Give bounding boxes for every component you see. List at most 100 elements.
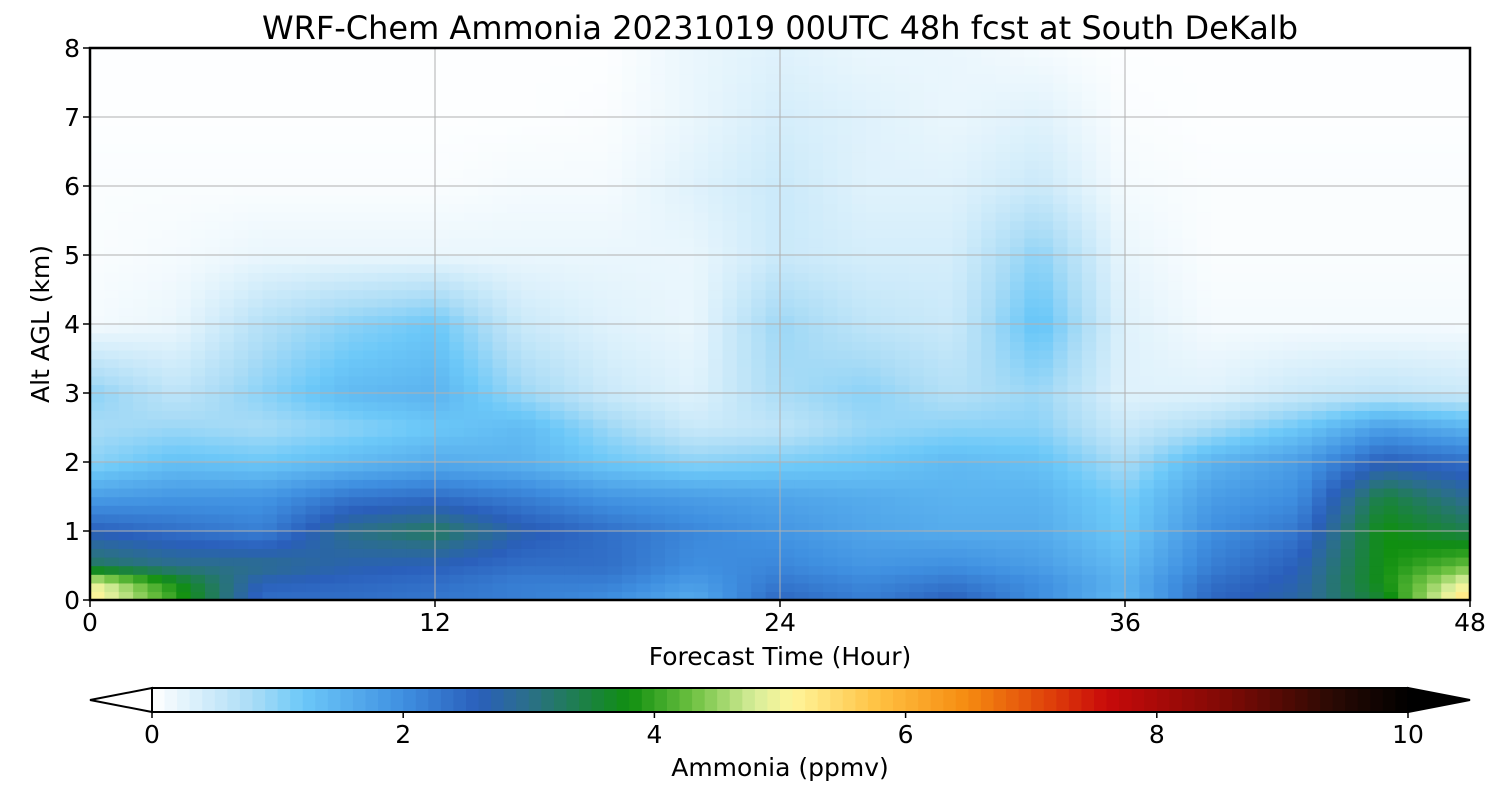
field-cell — [909, 427, 925, 437]
field-cell — [708, 220, 724, 230]
field-cell — [190, 556, 206, 567]
field-cell — [377, 375, 393, 386]
field-cell — [363, 384, 379, 394]
field-cell — [506, 211, 522, 222]
field-cell — [722, 496, 738, 506]
field-cell — [1110, 358, 1126, 368]
field-cell — [780, 393, 796, 403]
field-cell — [147, 194, 163, 204]
field-cell — [233, 332, 249, 342]
field-cell — [1139, 410, 1155, 420]
field-cell — [722, 375, 738, 386]
field-cell — [492, 591, 508, 600]
field-cell — [248, 168, 264, 179]
field-cell — [1110, 453, 1126, 463]
field-cell — [1024, 384, 1040, 394]
field-cell — [1398, 324, 1414, 334]
field-cell — [104, 462, 120, 472]
field-cell — [880, 418, 896, 429]
field-cell — [118, 367, 134, 377]
field-cell — [780, 186, 796, 196]
field-cell — [463, 186, 479, 196]
field-cell — [1412, 289, 1428, 299]
field-cell — [1340, 306, 1356, 317]
field-cell — [1398, 582, 1414, 593]
field-cell — [780, 315, 796, 325]
field-cell — [636, 332, 652, 342]
field-cell — [1139, 479, 1155, 489]
field-cell — [995, 513, 1011, 524]
field-cell — [1383, 263, 1399, 273]
field-cell — [248, 375, 264, 386]
field-cell — [1024, 151, 1040, 161]
field-cell — [823, 548, 839, 558]
field-cell — [334, 168, 350, 179]
field-cell — [1182, 470, 1198, 480]
field-cell — [161, 462, 177, 472]
field-cell — [391, 160, 407, 170]
field-cell — [377, 427, 393, 437]
field-cell — [190, 151, 206, 161]
field-cell — [1168, 393, 1184, 403]
field-cell — [1383, 341, 1399, 351]
field-cell — [751, 427, 767, 437]
field-cell — [751, 556, 767, 567]
field-cell — [449, 505, 465, 515]
field-cell — [1081, 401, 1097, 411]
field-cell — [851, 160, 867, 170]
field-cell — [1326, 168, 1342, 179]
field-cell — [550, 341, 566, 351]
field-cell — [161, 384, 177, 394]
field-cell — [693, 358, 709, 368]
field-cell — [248, 427, 264, 437]
field-cell — [1383, 539, 1399, 549]
field-cell — [1283, 315, 1299, 325]
field-cell — [391, 393, 407, 403]
field-cell — [262, 341, 278, 351]
field-cell — [118, 513, 134, 524]
field-cell — [133, 349, 149, 360]
field-cell — [435, 332, 451, 342]
field-cell — [923, 487, 939, 498]
field-cell — [895, 237, 911, 248]
field-cell — [851, 237, 867, 248]
field-cell — [765, 582, 781, 593]
field-cell — [736, 505, 752, 515]
field-cell — [607, 539, 623, 549]
field-cell — [320, 539, 336, 549]
field-cell — [995, 358, 1011, 368]
field-cell — [765, 591, 781, 600]
field-cell — [1383, 289, 1399, 299]
field-cell — [1110, 375, 1126, 386]
field-cell — [966, 393, 982, 403]
field-cell — [995, 548, 1011, 558]
field-cell — [1326, 513, 1342, 524]
field-cell — [794, 280, 810, 291]
field-cell — [751, 479, 767, 489]
field-cell — [550, 168, 566, 179]
field-cell — [823, 186, 839, 196]
field-cell — [866, 565, 882, 575]
field-cell — [535, 280, 551, 291]
field-cell — [780, 168, 796, 179]
field-cell — [1441, 496, 1457, 506]
field-cell — [463, 496, 479, 506]
field-cell — [1355, 229, 1371, 239]
field-cell — [837, 444, 853, 455]
field-cell — [923, 203, 939, 213]
field-cell — [1125, 237, 1141, 248]
field-cell — [377, 487, 393, 498]
field-cell — [320, 229, 336, 239]
field-cell — [291, 367, 307, 377]
field-cell — [1254, 522, 1270, 532]
field-cell — [1024, 470, 1040, 480]
field-cell — [808, 410, 824, 420]
field-cell — [981, 160, 997, 170]
field-cell — [492, 160, 508, 170]
field-cell — [981, 263, 997, 273]
field-cell — [406, 324, 422, 334]
field-cell — [808, 462, 824, 472]
field-cell — [650, 358, 666, 368]
field-cell — [650, 513, 666, 524]
field-cell — [1268, 211, 1284, 222]
